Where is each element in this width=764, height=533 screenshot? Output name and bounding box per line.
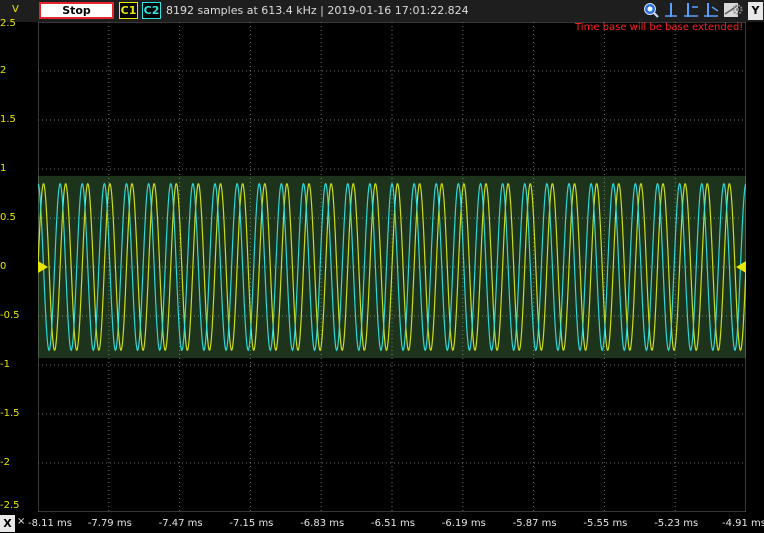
x-tick-label: -7.79 ms — [87, 518, 132, 529]
channel1-trigger-marker — [736, 261, 746, 273]
y-tick-label: -2 — [0, 457, 10, 468]
y-tick-label: 2 — [0, 65, 7, 76]
x-axis-button[interactable]: X — [0, 515, 15, 532]
x-tick-label: -5.55 ms — [583, 518, 628, 529]
cursor-icon[interactable] — [663, 2, 679, 18]
y-axis-unit: V — [12, 4, 19, 15]
status-text: 8192 samples at 613.4 kHz | 2019-01-16 1… — [166, 4, 469, 17]
stop-button[interactable]: Stop — [39, 2, 114, 19]
channel1-offset-marker — [38, 261, 48, 273]
oscilloscope-plot[interactable] — [38, 22, 746, 512]
y-tick-label: 0.5 — [0, 212, 16, 223]
y-tick-label: 2.5 — [0, 18, 16, 29]
x-tick-label: -8.11 ms — [28, 518, 73, 529]
channel1-button[interactable]: C1 — [119, 2, 138, 19]
y-tick-label: 1.5 — [0, 114, 16, 125]
x-tick-label: -6.51 ms — [371, 518, 416, 529]
y-tick-label: -2.5 — [0, 500, 20, 511]
settings-gear-icon[interactable] — [731, 3, 744, 16]
y-tick-label: 0 — [0, 261, 7, 272]
y-tick-label: 1 — [0, 163, 7, 174]
toolbar: Stop C1 C2 8192 samples at 613.4 kHz | 2… — [0, 0, 764, 22]
y-tick-label: -1 — [0, 359, 10, 370]
series-line-c2 — [38, 182, 746, 352]
zoom-icon[interactable] — [643, 2, 659, 18]
x-close-icon[interactable]: × — [17, 516, 26, 527]
x-tick-label: -4.91 ms — [722, 518, 764, 529]
channel2-button[interactable]: C2 — [142, 2, 161, 19]
cursor-add-icon[interactable] — [683, 2, 699, 18]
x-axis-bar: X × -8.11 ms -7.79 ms -7.47 ms -7.15 ms -6.8… — [0, 512, 764, 533]
x-tick-label: -5.87 ms — [512, 518, 557, 529]
y-axis-button[interactable]: Y — [748, 2, 763, 20]
x-tick-label: -6.19 ms — [441, 518, 486, 529]
y-tick-label: -1.5 — [0, 408, 20, 419]
x-tick-label: -7.47 ms — [158, 518, 203, 529]
y-tick-label: -0.5 — [0, 310, 20, 321]
x-tick-label: -6.83 ms — [300, 518, 345, 529]
x-tick-label: -5.23 ms — [654, 518, 699, 529]
timebase-warning: Time base will be base extended! — [575, 22, 744, 33]
series-envelope-c2 — [38, 175, 746, 359]
x-tick-label: -7.15 ms — [229, 518, 274, 529]
cursor-remove-icon[interactable] — [703, 2, 719, 18]
series-line-c1 — [38, 183, 746, 351]
